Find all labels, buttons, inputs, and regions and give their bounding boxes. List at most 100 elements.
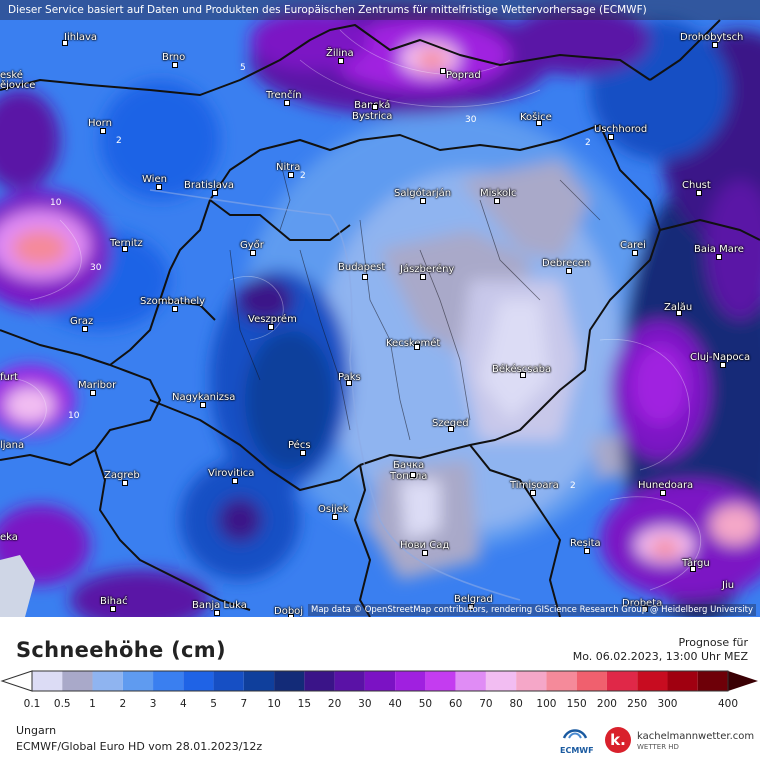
city-label: ějovice (0, 80, 36, 91)
brand-name[interactable]: kachelmannwetter.com (637, 731, 755, 742)
city-label: Békéscsaba (492, 364, 552, 375)
adriatic-sea (0, 555, 35, 617)
city-label: eské (0, 70, 23, 81)
city-label: Košice (520, 112, 552, 123)
country-borders (0, 19, 760, 617)
city-label: Győr (240, 240, 264, 251)
city-label: Osijek (318, 504, 349, 515)
city-marker (288, 172, 294, 178)
city-label: Jiu (722, 580, 735, 591)
city-label: Pécs (288, 440, 311, 451)
city-marker (122, 246, 128, 252)
snow-depth-field (0, 5, 760, 617)
scale-swatch (576, 671, 607, 691)
city-label: Paks (338, 372, 361, 383)
city-marker (100, 128, 106, 134)
scale-swatch (485, 671, 517, 691)
snow-depth-map[interactable]: 2 2 5 2 2 10 30 30 10 Dieser Service basiert a… (0, 0, 760, 617)
city-label: Debrecen (542, 258, 591, 269)
city-label: Hunedoara (638, 480, 694, 491)
city-marker (362, 274, 368, 280)
scale-swatch (546, 671, 577, 691)
city-marker (172, 306, 178, 312)
scale-label: 30 (358, 698, 372, 710)
city-marker (422, 550, 428, 556)
city-marker (696, 190, 702, 196)
scale-label: 7 (240, 698, 248, 710)
city-label: Ternitz (110, 238, 143, 249)
city-marker (494, 198, 500, 204)
scale-label: 1 (89, 698, 96, 710)
scale-frame (31, 670, 729, 692)
ecmwf-swirl-icon (562, 729, 588, 739)
city-marker (690, 566, 696, 572)
scale-swatch (32, 671, 63, 691)
svg-text:2: 2 (116, 136, 122, 146)
map-attribution[interactable]: Map data © OpenStreetMap contributors, r… (308, 604, 756, 616)
city-marker (372, 104, 378, 110)
scale-label: 40 (388, 698, 402, 710)
city-marker (608, 134, 614, 140)
city-marker (468, 604, 474, 610)
brand-subtitle: WETTER HD (637, 743, 679, 751)
city-marker (268, 324, 274, 330)
city-marker (420, 274, 426, 280)
scale-swatch (455, 671, 486, 691)
city-marker (566, 268, 572, 274)
city-marker (676, 310, 682, 316)
scale-swatch (274, 671, 305, 691)
forecast-date: Mo. 06.02.2023, 13:00 Uhr MEZ (572, 650, 748, 663)
svg-text:5: 5 (240, 63, 246, 73)
city-marker (232, 478, 238, 484)
scale-swatch (516, 671, 547, 691)
city-label: ljana (0, 440, 25, 451)
scale-swatch (243, 671, 275, 691)
city-label: Drohobytsch (680, 32, 744, 43)
scale-swatch (213, 671, 244, 691)
city-marker (338, 58, 344, 64)
city-label: Jászberény (400, 264, 455, 275)
scale-label: 50 (418, 698, 433, 710)
city-label: Szombathely (140, 296, 206, 307)
svg-text:2: 2 (585, 138, 591, 148)
city-marker (642, 606, 648, 612)
scale-swatch (395, 671, 426, 691)
scale-label: 70 (479, 698, 493, 710)
city-marker (250, 250, 256, 256)
city-label: Cluj-Napoca (690, 352, 751, 363)
danube-river (149, 189, 521, 601)
scale-label: 4 (179, 698, 187, 710)
scale-min-arrow (0, 670, 33, 692)
svg-text:30: 30 (90, 263, 102, 273)
ecmwf-logo: ECMWF (560, 726, 594, 755)
city-marker (716, 254, 722, 260)
scale-label: 0.5 (53, 698, 71, 710)
scale-label: 3 (149, 698, 157, 710)
scale-label: 0.1 (23, 698, 41, 710)
city-label: Reșita (570, 538, 601, 549)
kachelmann-logo-icon[interactable]: k. (605, 727, 631, 753)
city-marker (212, 190, 218, 196)
city-label: Jihlava (64, 32, 98, 43)
scale-label: 300 (657, 698, 678, 710)
city-label: Târgu (682, 558, 710, 569)
ecmwf-logo-text: ECMWF (560, 746, 594, 755)
svg-text:2: 2 (300, 171, 306, 181)
city-marker (530, 490, 536, 496)
city-label: Miskolc (480, 188, 517, 199)
scale-label: 80 (509, 698, 523, 710)
city-marker (62, 40, 68, 46)
scale-swatch (153, 671, 184, 691)
scale-label: 100 (536, 698, 557, 710)
city-marker (712, 42, 718, 48)
legend-title: Schneehöhe (cm) (16, 638, 226, 662)
region-label: Ungarn (16, 724, 57, 737)
scale-label: 250 (627, 698, 648, 710)
svg-text:10: 10 (50, 198, 62, 208)
city-marker (584, 548, 590, 554)
city-label: Нови Сад (400, 540, 450, 551)
scale-label: 10 (267, 698, 281, 710)
svg-text:30: 30 (465, 115, 477, 125)
scale-swatch (122, 671, 154, 691)
city-marker (90, 390, 96, 396)
